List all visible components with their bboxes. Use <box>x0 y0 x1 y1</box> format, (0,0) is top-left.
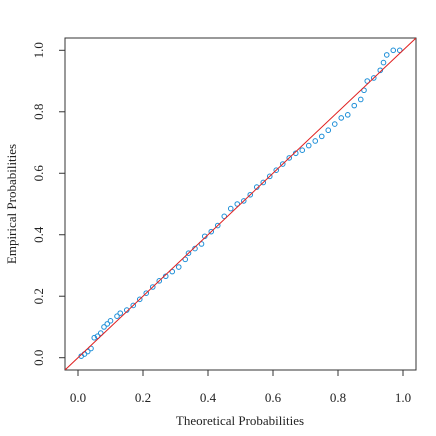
plot-frame <box>64 37 417 371</box>
point <box>344 112 351 118</box>
x-tick-label: 0.0 <box>70 390 86 405</box>
point <box>351 102 358 109</box>
point <box>94 333 101 339</box>
point <box>156 278 163 284</box>
point <box>331 121 338 127</box>
point <box>185 250 192 256</box>
point <box>130 302 137 309</box>
point <box>234 201 241 207</box>
x-tick-label: 0.4 <box>200 390 217 405</box>
y-axis-label: Empirical Probabilities <box>4 144 19 264</box>
reference-line <box>65 38 416 370</box>
point <box>286 155 293 161</box>
point <box>221 213 228 220</box>
point <box>325 127 332 134</box>
point <box>380 59 387 66</box>
x-tick-label: 0.2 <box>135 390 151 405</box>
x-tick-label: 1.0 <box>395 390 411 405</box>
point <box>136 296 143 303</box>
point <box>117 310 124 316</box>
y-tick-label: 0.0 <box>31 350 46 366</box>
point <box>214 222 221 229</box>
point <box>361 87 367 94</box>
point <box>198 241 205 247</box>
point <box>91 334 98 341</box>
point <box>383 52 390 58</box>
point <box>175 264 182 270</box>
point <box>299 147 306 154</box>
y-tick-label: 0.2 <box>31 288 46 304</box>
point <box>84 348 91 355</box>
point <box>318 133 325 140</box>
point <box>357 96 364 103</box>
point <box>305 142 312 149</box>
point <box>312 138 319 144</box>
x-tick-label: 0.8 <box>330 390 346 405</box>
point <box>370 75 377 81</box>
point <box>149 284 156 290</box>
point <box>396 47 403 54</box>
point <box>240 198 247 204</box>
point <box>182 256 189 263</box>
point <box>104 321 111 327</box>
x-axis-label: Theoretical Probabilities <box>176 413 304 428</box>
x-tick-label: 0.6 <box>265 390 282 405</box>
y-tick-label: 0.8 <box>31 104 46 120</box>
point <box>338 115 345 121</box>
point <box>260 179 267 186</box>
point <box>101 324 107 330</box>
y-tick-label: 0.6 <box>31 165 46 182</box>
point <box>208 228 215 235</box>
point <box>143 290 150 296</box>
point <box>266 173 273 180</box>
point <box>273 167 280 173</box>
y-tick-label: 1.0 <box>31 42 46 58</box>
point <box>114 313 120 320</box>
y-tick-label: 0.4 <box>31 226 46 243</box>
point <box>247 191 254 198</box>
point <box>227 205 234 212</box>
point <box>364 78 371 84</box>
point <box>107 318 114 324</box>
point <box>169 268 176 275</box>
point <box>88 345 94 352</box>
point <box>279 161 286 167</box>
point <box>390 47 397 54</box>
point <box>97 330 104 336</box>
